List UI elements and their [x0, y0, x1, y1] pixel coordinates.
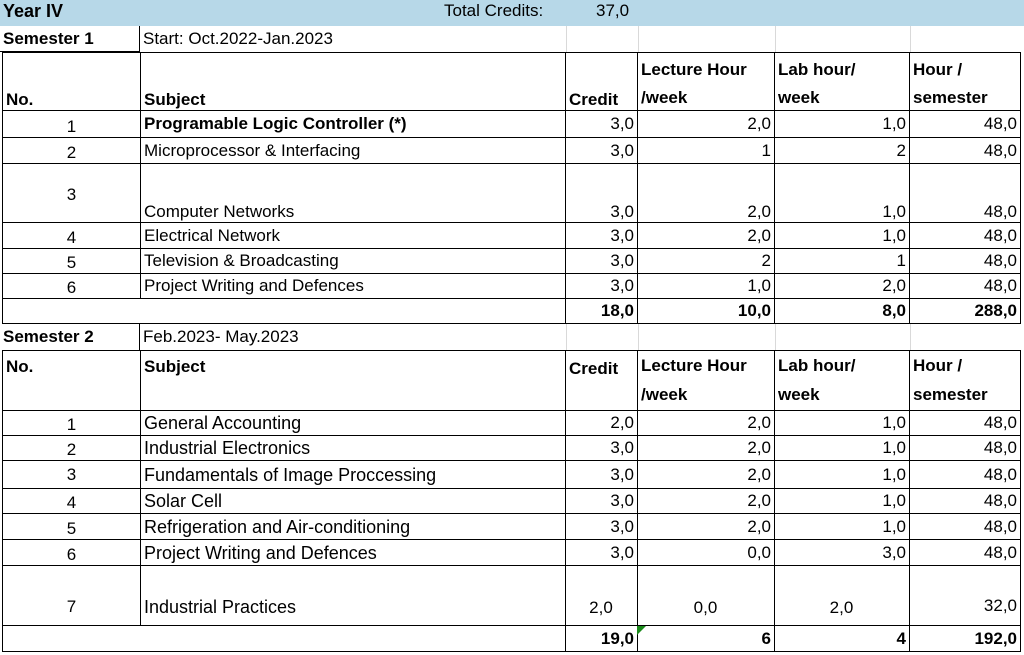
col-subject: Subject: [144, 357, 206, 376]
semester2-period: Feb.2023- May.2023: [143, 327, 299, 346]
col-lecture-line1: Lecture Hour: [641, 60, 747, 79]
semester2-totals-row: 19,0 6 4 192,0: [0, 626, 1024, 652]
col-hour-line2: semester: [913, 385, 988, 404]
semester1-total-lecture: 10,0: [737, 301, 771, 320]
semester1-period: Start: Oct.2022-Jan.2023: [143, 29, 333, 48]
total-credits-label: Total Credits:: [444, 1, 544, 20]
col-lab-line2: week: [778, 88, 820, 107]
year-header-row: Year IV Total Credits: 37,0: [0, 0, 1024, 26]
col-hour-line1: Hour /: [913, 60, 963, 79]
year-label: Year IV: [3, 1, 64, 21]
table-row: 3 Fundamentals of Image Proccessing 3,0 …: [0, 461, 1024, 489]
semester2-total-lecture: 6: [761, 628, 771, 648]
table-row: 4 Electrical Network 3,0 2,0 1,0 48,0: [0, 223, 1024, 249]
semester1-label: Semester 1: [3, 28, 94, 48]
col-credit: Credit: [569, 359, 619, 378]
col-lecture-line2: /week: [641, 385, 688, 404]
col-subject: Subject: [144, 90, 206, 109]
col-credit: Credit: [569, 90, 619, 109]
semester1-total-hours: 288,0: [974, 301, 1017, 320]
total-credits-value: 37,0: [596, 1, 630, 20]
semester2-label-row: Semester 2 Feb.2023- May.2023: [0, 324, 1024, 350]
semester2-header-row: No. Subject Credit Lecture Hour /week La…: [0, 350, 1024, 411]
semester2-total-lab: 4: [896, 628, 906, 648]
table-row: 6 Project Writing and Defences 3,0 1,0 2…: [0, 274, 1024, 299]
semester1-total-credit: 18,0: [600, 301, 634, 320]
table-row: 1 Programable Logic Controller (*) 3,0 2…: [0, 111, 1024, 138]
table-row: 2 Industrial Electronics 3,0 2,0 1,0 48,…: [0, 436, 1024, 461]
col-no: No.: [6, 357, 34, 376]
col-hour-line2: semester: [913, 88, 988, 107]
table-row: 5 Television & Broadcasting 3,0 2 1 48,0: [0, 249, 1024, 274]
table-row: 5 Refrigeration and Air-conditioning 3,0…: [0, 514, 1024, 540]
col-hour-line1: Hour /: [913, 356, 963, 375]
table-row: 4 Solar Cell 3,0 2,0 1,0 48,0: [0, 489, 1024, 514]
semester2-label: Semester 2: [3, 327, 94, 346]
col-lab-line1: Lab hour/: [778, 356, 856, 375]
table-row: 3 Computer Networks 3,0 2,0 1,0 48,0: [0, 164, 1024, 223]
semester1-header-row: No. Subject Credit Lecture Hour /week La…: [0, 52, 1024, 111]
col-no: No.: [6, 90, 34, 109]
table-row: 6 Project Writing and Defences 3,0 0,0 3…: [0, 540, 1024, 566]
semester1-label-row: Semester 1 Start: Oct.2022-Jan.2023: [0, 26, 1024, 52]
semester2-total-hours: 192,0: [974, 628, 1017, 648]
col-lab-line1: Lab hour/: [778, 60, 856, 79]
semester1-totals-row: 18,0 10,0 8,0 288,0: [0, 299, 1024, 324]
table-row: 7 Industrial Practices 2,0 0,0 2,0 32,0: [0, 566, 1024, 626]
table-row: 1 General Accounting 2,0 2,0 1,0 48,0: [0, 411, 1024, 436]
col-lab-line2: week: [778, 385, 820, 404]
col-lecture-line1: Lecture Hour: [641, 356, 747, 375]
table-row: 2 Microprocessor & Interfacing 3,0 1 2 4…: [0, 138, 1024, 164]
semester2-total-credit: 19,0: [600, 628, 634, 648]
semester1-total-lab: 8,0: [882, 301, 906, 320]
formula-warning-icon[interactable]: [637, 626, 646, 635]
col-lecture-line2: /week: [641, 88, 688, 107]
